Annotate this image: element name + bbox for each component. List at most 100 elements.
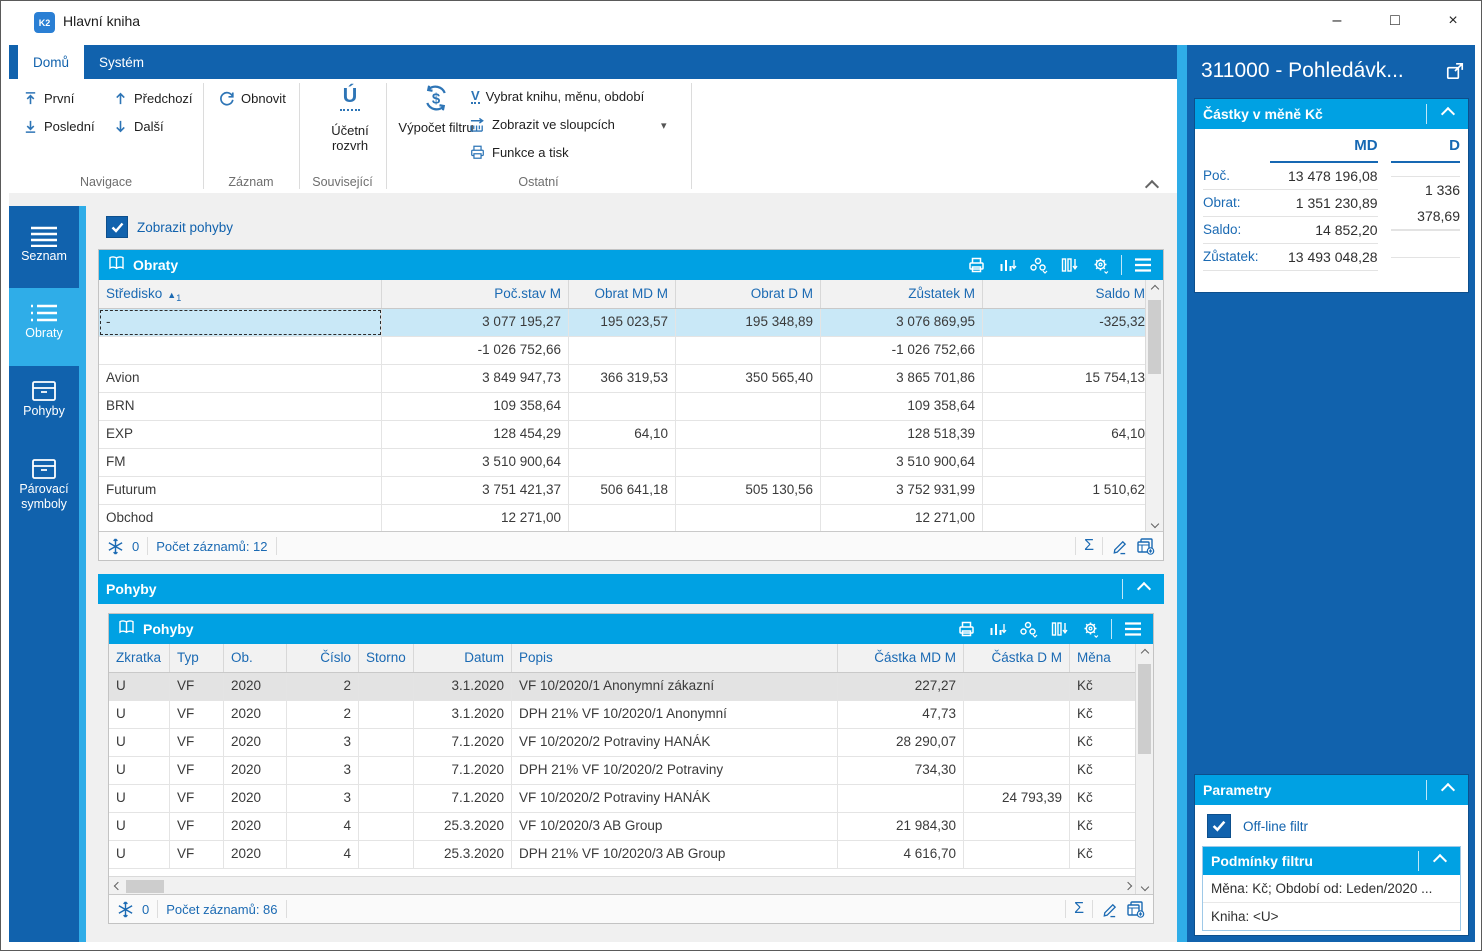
- edit-pencil-icon[interactable]: [1111, 538, 1128, 555]
- table-cell[interactable]: Avion: [99, 365, 382, 392]
- table-cell[interactable]: 109 358,64: [821, 393, 983, 420]
- table-cell[interactable]: Kč: [1070, 701, 1136, 728]
- amounts-header[interactable]: Částky v měně Kč: [1195, 99, 1468, 129]
- table-cell[interactable]: U: [109, 785, 170, 812]
- table-cell[interactable]: [964, 673, 1070, 700]
- table-cell[interactable]: Obchod: [99, 505, 382, 532]
- table-cell[interactable]: Kč: [1070, 785, 1136, 812]
- table-cell[interactable]: 3 865 701,86: [821, 365, 983, 392]
- column-header[interactable]: Zůstatek M: [821, 280, 983, 308]
- table-cell[interactable]: U: [109, 841, 170, 868]
- column-header[interactable]: Typ: [170, 644, 224, 672]
- close-button[interactable]: ×: [1448, 12, 1458, 29]
- table-cell[interactable]: VF: [170, 673, 224, 700]
- table-row[interactable]: -1 026 752,66 -1 026 752,66: [99, 337, 1146, 365]
- pohyby-horizontal-scrollbar[interactable]: [109, 876, 1136, 895]
- chart-icon[interactable]: [985, 618, 1009, 640]
- column-header[interactable]: Popis: [512, 644, 838, 672]
- table-cell[interactable]: VF: [170, 757, 224, 784]
- tab-domu[interactable]: Domů: [18, 45, 85, 79]
- snowflake-icon[interactable]: [117, 900, 134, 918]
- table-cell[interactable]: 3 752 931,99: [821, 477, 983, 504]
- column-header[interactable]: Částka MD M: [838, 644, 964, 672]
- pohyby-section-header[interactable]: Pohyby: [98, 574, 1164, 604]
- table-cell[interactable]: 350 565,40: [676, 365, 821, 392]
- table-cell[interactable]: 3 076 869,95: [821, 309, 983, 336]
- table-cell[interactable]: -: [99, 309, 382, 336]
- table-cell[interactable]: 3: [287, 785, 359, 812]
- collapse-panel-icon[interactable]: [1428, 850, 1452, 872]
- table-cell[interactable]: VF: [170, 841, 224, 868]
- table-cell[interactable]: 64,10: [983, 421, 1146, 448]
- pohyby-vertical-scrollbar[interactable]: [1135, 644, 1153, 895]
- panel-menu-icon[interactable]: [1121, 618, 1145, 640]
- table-cell[interactable]: 4: [287, 841, 359, 868]
- table-cell[interactable]: U: [109, 729, 170, 756]
- table-cell[interactable]: 7.1.2020: [414, 757, 512, 784]
- copy-table-icon[interactable]: [1136, 537, 1155, 555]
- parameters-header[interactable]: Parametry: [1195, 775, 1468, 805]
- table-row[interactable]: U VF 2020 2 3.1.2020 VF 10/2020/1 Anonymní zá…: [109, 673, 1136, 701]
- table-cell[interactable]: [964, 729, 1070, 756]
- panel-menu-icon[interactable]: [1131, 254, 1155, 276]
- next-button[interactable]: Další: [113, 115, 164, 137]
- table-cell[interactable]: U: [109, 701, 170, 728]
- table-cell[interactable]: 128 454,29: [382, 421, 569, 448]
- table-cell[interactable]: BRN: [99, 393, 382, 420]
- column-header[interactable]: Saldo M: [983, 280, 1146, 308]
- columns-icon[interactable]: [1057, 254, 1081, 276]
- previous-button[interactable]: Předchozí: [113, 87, 193, 109]
- table-cell[interactable]: 64,10: [569, 421, 676, 448]
- sum-icon[interactable]: Σ: [1084, 537, 1094, 554]
- column-header[interactable]: Středisko ▲1: [99, 280, 382, 308]
- table-row[interactable]: U VF 2020 4 25.3.2020 VF 10/2020/3 AB Group 21…: [109, 813, 1136, 841]
- filter-conditions-header[interactable]: Podmínky filtru: [1203, 847, 1460, 875]
- scroll-left-icon[interactable]: [109, 878, 126, 895]
- table-cell[interactable]: 3 510 900,64: [382, 449, 569, 476]
- table-cell[interactable]: DPH 21% VF 10/2020/3 AB Group: [512, 841, 838, 868]
- table-cell[interactable]: Kč: [1070, 813, 1136, 840]
- table-cell[interactable]: [569, 337, 676, 364]
- table-cell[interactable]: Kč: [1070, 841, 1136, 868]
- collapse-panel-icon[interactable]: [1436, 103, 1460, 125]
- table-cell[interactable]: U: [109, 673, 170, 700]
- table-cell[interactable]: 3.1.2020: [414, 673, 512, 700]
- table-cell[interactable]: [676, 393, 821, 420]
- table-cell[interactable]: [569, 449, 676, 476]
- table-cell[interactable]: VF: [170, 701, 224, 728]
- table-cell[interactable]: [983, 393, 1146, 420]
- splitter-strip[interactable]: [1177, 45, 1187, 942]
- table-cell[interactable]: DPH 21% VF 10/2020/1 Anonymní: [512, 701, 838, 728]
- group-icon[interactable]: [1026, 254, 1050, 276]
- table-cell[interactable]: 1 510,62: [983, 477, 1146, 504]
- table-cell[interactable]: 2: [287, 673, 359, 700]
- select-book-button[interactable]: V Vybrat knihu, měnu, období: [471, 87, 645, 104]
- table-cell[interactable]: [569, 505, 676, 532]
- column-header[interactable]: Storno: [359, 644, 414, 672]
- scroll-right-icon[interactable]: [1119, 878, 1136, 895]
- table-cell[interactable]: EXP: [99, 421, 382, 448]
- first-button[interactable]: První: [23, 87, 74, 109]
- table-cell[interactable]: 3 849 947,73: [382, 365, 569, 392]
- snowflake-icon[interactable]: [107, 537, 124, 555]
- sidebar-item-pohyby[interactable]: Pohyby: [9, 366, 79, 444]
- table-cell[interactable]: [359, 813, 414, 840]
- scroll-up-icon[interactable]: [1136, 644, 1153, 661]
- table-cell[interactable]: 15 754,13: [983, 365, 1146, 392]
- table-cell[interactable]: 25.3.2020: [414, 841, 512, 868]
- table-cell[interactable]: 4 616,70: [838, 841, 964, 868]
- table-cell[interactable]: VF 10/2020/2 Potraviny HANÁK: [512, 785, 838, 812]
- table-cell[interactable]: VF 10/2020/2 Potraviny HANÁK: [512, 729, 838, 756]
- table-cell[interactable]: [983, 449, 1146, 476]
- show-columns-dropdown-icon[interactable]: ▾: [661, 120, 667, 132]
- column-header[interactable]: Poč.stav M: [382, 280, 569, 308]
- table-cell[interactable]: Kč: [1070, 729, 1136, 756]
- table-row[interactable]: Futurum 3 751 421,37 506 641,18 505 130,56 3…: [99, 477, 1146, 505]
- table-cell[interactable]: 4: [287, 813, 359, 840]
- table-cell[interactable]: [676, 505, 821, 532]
- table-cell[interactable]: 3 510 900,64: [821, 449, 983, 476]
- filter-calc-button[interactable]: $ Výpočet filtru: [398, 83, 474, 135]
- show-columns-button[interactable]: Zobrazit ve sloupcích: [469, 113, 615, 135]
- settings-gear-icon[interactable]: [1078, 618, 1102, 640]
- column-header[interactable]: Obrat MD M: [569, 280, 676, 308]
